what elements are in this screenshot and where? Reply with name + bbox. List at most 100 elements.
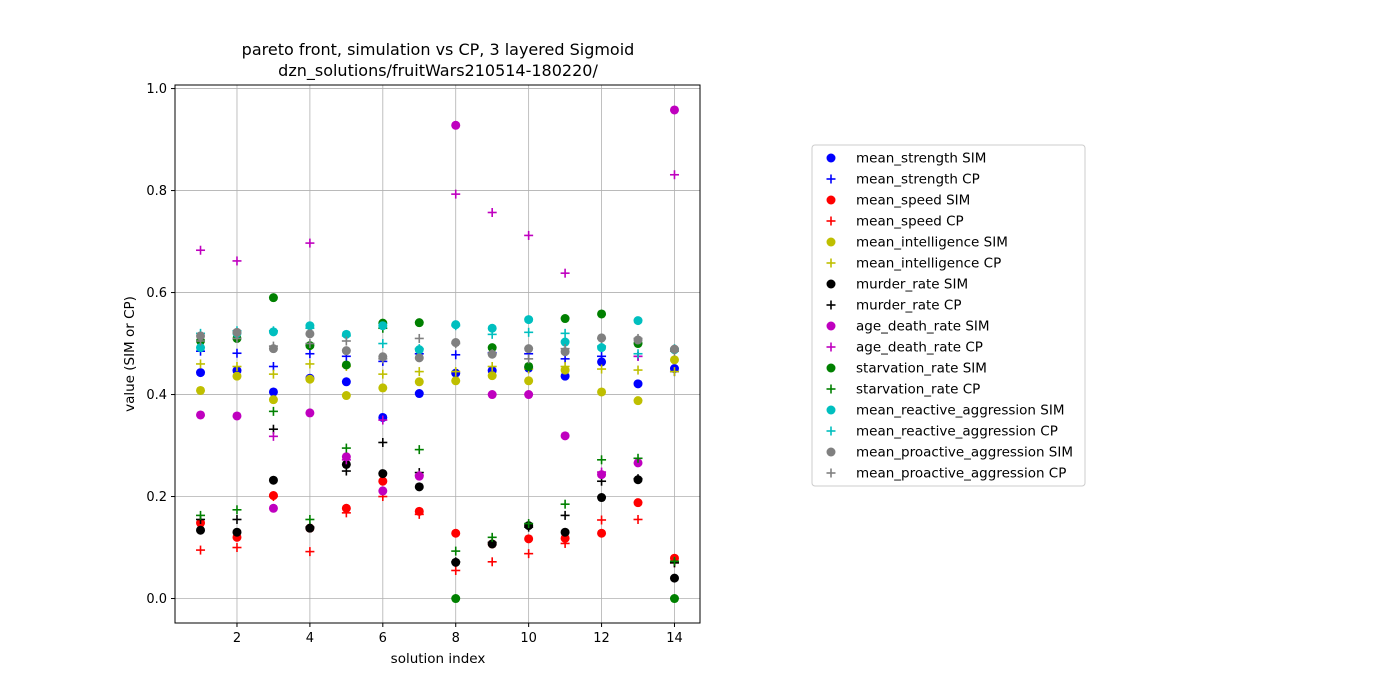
point-mean-intelligence-sim: [268, 395, 278, 405]
point-starvation-rate-cp: [669, 556, 679, 566]
point-mean-intelligence-sim: [669, 355, 679, 365]
legend-marker-mean-speed-cp: [826, 216, 836, 226]
point-mean-intelligence-cp: [196, 359, 206, 369]
point-mean-strength-sim: [341, 377, 351, 387]
point-mean-proactive-aggression-cp: [196, 336, 206, 346]
point-mean-proactive-aggression-cp: [487, 349, 497, 359]
point-mean-proactive-aggression-cp: [341, 336, 351, 346]
point-murder-rate-cp: [378, 437, 388, 447]
point-mean-speed-cp: [268, 492, 278, 502]
point-mean-speed-cp: [232, 543, 242, 553]
x-tick-label: 12: [593, 631, 610, 646]
point-starvation-rate-sim: [451, 594, 461, 604]
point-mean-intelligence-sim: [378, 383, 388, 393]
legend-label: murder_rate CP: [856, 298, 961, 314]
x-tick-label: 6: [379, 631, 387, 646]
legend: mean_strength SIM mean_strength CP mean_sp…: [811, 144, 1086, 487]
y-tick-label: 0.4: [146, 388, 167, 403]
x-tick-label: 2: [233, 631, 241, 646]
legend-label: age_death_rate CP: [856, 340, 983, 356]
point-mean-intelligence-cp: [451, 367, 461, 377]
point-mean-speed-cp: [196, 545, 206, 555]
point-mean-strength-cp: [305, 349, 315, 359]
point-mean-proactive-aggression-cp: [597, 333, 607, 343]
chart-subtitle: dzn_solutions/fruitWars210514-180220/: [278, 61, 598, 81]
point-murder-rate-sim: [268, 475, 278, 485]
point-mean-speed-sim: [378, 476, 388, 486]
point-murder-rate-sim: [341, 459, 351, 469]
point-starvation-rate-cp: [487, 532, 497, 542]
point-mean-proactive-aggression-sim: [341, 346, 351, 356]
point-mean-reactive-aggression-sim: [524, 315, 534, 325]
point-mean-intelligence-cp: [232, 361, 242, 371]
point-starvation-rate-sim: [597, 309, 607, 319]
point-mean-intelligence-cp: [305, 359, 315, 369]
point-mean-intelligence-sim: [633, 396, 643, 406]
point-mean-proactive-aggression-cp: [524, 354, 534, 364]
point-mean-proactive-aggression-cp: [268, 341, 278, 351]
point-mean-reactive-aggression-sim: [196, 343, 206, 353]
point-starvation-rate-cp: [196, 510, 206, 520]
point-mean-proactive-aggression-sim: [524, 344, 534, 354]
point-mean-speed-sim: [451, 528, 461, 538]
x-tick-label: 8: [452, 631, 460, 646]
point-mean-proactive-aggression-sim: [414, 353, 424, 363]
point-mean-proactive-aggression-cp: [633, 333, 643, 343]
point-mean-proactive-aggression-sim: [232, 327, 242, 337]
point-murder-rate-sim: [560, 527, 570, 537]
point-mean-intelligence-sim: [341, 391, 351, 401]
point-mean-proactive-aggression-sim: [196, 331, 206, 341]
axis-ticks: 2 4 6 8 10 12 14 0.0 0.2 0.4 0.6 0.8 1.0: [146, 82, 682, 646]
x-tick-label: 14: [666, 631, 683, 646]
point-starvation-rate-cp: [341, 443, 351, 453]
point-mean-strength-sim: [633, 379, 643, 389]
legend-label: mean_proactive_aggression SIM: [856, 445, 1073, 461]
legend-label: mean_reactive_aggression CP: [856, 424, 1058, 440]
point-starvation-rate-sim: [268, 293, 278, 303]
legend-marker-mean-intelligence-sim: [826, 237, 836, 247]
point-mean-strength-cp: [451, 350, 461, 360]
point-starvation-rate-sim: [560, 314, 570, 324]
legend-label: mean_strength CP: [856, 172, 980, 188]
point-mean-reactive-aggression-cp: [524, 327, 534, 337]
point-mean-reactive-aggression-sim: [487, 323, 497, 333]
point-murder-rate-cp: [232, 514, 242, 524]
point-mean-speed-cp: [341, 508, 351, 518]
point-starvation-rate-cp: [633, 453, 643, 463]
legend-marker-starvation-rate-sim: [826, 363, 836, 373]
point-mean-speed-cp: [305, 547, 315, 557]
point-mean-strength-sim: [414, 389, 424, 399]
point-mean-intelligence-sim: [414, 377, 424, 387]
point-mean-intelligence-cp: [414, 367, 424, 377]
point-age-death-rate-sim: [669, 105, 679, 115]
point-starvation-rate-cp: [414, 445, 424, 455]
point-mean-speed-sim: [341, 503, 351, 513]
point-mean-reactive-aggression-cp: [633, 349, 643, 359]
point-starvation-rate-sim: [341, 360, 351, 370]
point-starvation-rate-sim: [414, 318, 424, 328]
data-points: [196, 105, 679, 604]
x-tick-label: 4: [306, 631, 314, 646]
point-mean-intelligence-cp: [487, 361, 497, 371]
point-mean-intelligence-sim: [451, 376, 461, 386]
point-age-death-rate-cp: [196, 245, 206, 255]
point-starvation-rate-cp: [524, 519, 534, 529]
point-age-death-rate-sim: [305, 408, 315, 418]
legend-label: starvation_rate SIM: [856, 361, 987, 377]
x-axis-label: solution index: [391, 651, 486, 667]
legend-marker-mean-proactive-aggression-cp: [826, 468, 836, 478]
y-axis-label: value (SIM or CP): [122, 296, 138, 412]
point-mean-reactive-aggression-cp: [414, 344, 424, 354]
point-murder-rate-cp: [341, 466, 351, 476]
chart-title: pareto front, simulation vs CP, 3 layere…: [242, 40, 635, 59]
point-age-death-rate-cp: [669, 170, 679, 180]
point-mean-strength-sim: [268, 387, 278, 397]
legend-marker-murder-rate-cp: [826, 300, 836, 310]
point-mean-reactive-aggression-cp: [487, 329, 497, 339]
point-mean-speed-cp: [451, 565, 461, 575]
point-mean-proactive-aggression-cp: [305, 339, 315, 349]
point-age-death-rate-cp: [487, 207, 497, 217]
point-mean-proactive-aggression-sim: [305, 329, 315, 339]
point-age-death-rate-sim: [560, 431, 570, 441]
point-age-death-rate-cp: [451, 189, 461, 199]
